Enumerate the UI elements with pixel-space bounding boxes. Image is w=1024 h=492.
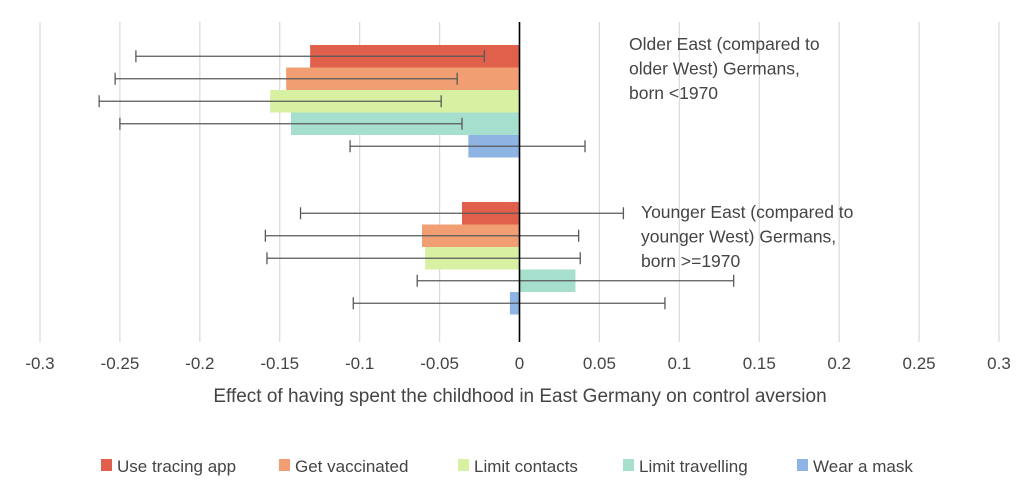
error-bar-younger-get-vaccinated: [264, 229, 580, 242]
legend: Use tracing app Get vaccinated Limit conta…: [101, 457, 913, 476]
annotation-line: Older East (compared to: [629, 34, 820, 54]
legend-item-wear-a-mask: Wear a mask: [797, 457, 913, 476]
legend-item-get-vaccinated: Get vaccinated: [279, 457, 408, 476]
annotation-line: born <1970: [629, 83, 718, 103]
annotation-line: older West) Germans,: [629, 59, 800, 79]
x-tick-labels: -0.3 -0.25 -0.2 -0.15 -0.1 -0.05 0 0.05 0.1 0.15 0…: [25, 354, 1010, 373]
error-bar-younger-wear-a-mask: [352, 297, 666, 310]
x-tick-label: -0.25: [101, 354, 140, 373]
x-tick-label: -0.1: [345, 354, 374, 373]
legend-swatch: [458, 459, 469, 471]
x-tick-label: 0.3: [987, 354, 1011, 373]
annotation-line: Younger East (compared to: [641, 202, 853, 222]
error-bar-older-wear-a-mask: [349, 140, 586, 153]
error-bar-younger-limit-contacts: [266, 252, 581, 265]
legend-item-use-tracing-app: Use tracing app: [101, 457, 236, 476]
error-bars: [98, 50, 735, 310]
x-tick-label: 0.2: [827, 354, 851, 373]
legend-swatch: [623, 459, 634, 471]
x-tick-label: -0.05: [420, 354, 459, 373]
legend-label: Wear a mask: [813, 457, 913, 476]
error-bar-younger-limit-travelling: [416, 274, 735, 287]
x-tick-label: 0.05: [583, 354, 616, 373]
legend-label: Use tracing app: [117, 457, 236, 476]
younger-group-annotation: Younger East (compared to younger West) G…: [641, 202, 853, 271]
x-axis-label: Effect of having spent the childhood in …: [213, 386, 826, 407]
error-bar-older-use-tracing-app: [135, 50, 485, 63]
error-bar-older-limit-travelling: [119, 117, 463, 130]
group-annotations: Older East (compared to older West) Germa…: [629, 34, 853, 271]
x-tick-label: 0.15: [743, 354, 776, 373]
bars: [270, 45, 576, 315]
legend-item-limit-contacts: Limit contacts: [458, 457, 578, 476]
older-group-annotation: Older East (compared to older West) Germa…: [629, 34, 820, 103]
legend-item-limit-travelling: Limit travelling: [623, 457, 748, 476]
annotation-line: younger West) Germans,: [641, 227, 836, 247]
legend-label: Get vaccinated: [295, 457, 408, 476]
legend-swatch: [797, 459, 808, 471]
x-tick-label: 0: [515, 354, 524, 373]
error-bar-older-get-vaccinated: [114, 72, 458, 85]
legend-swatch: [279, 459, 290, 471]
annotation-line: born >=1970: [641, 251, 741, 271]
legend-swatch: [101, 459, 112, 471]
x-tick-label: 0.25: [903, 354, 936, 373]
x-tick-label: -0.2: [185, 354, 214, 373]
error-bar-older-limit-contacts: [98, 95, 442, 108]
legend-label: Limit contacts: [474, 457, 578, 476]
x-tick-label: -0.3: [25, 354, 54, 373]
x-tick-label: 0.1: [668, 354, 692, 373]
error-bar-younger-use-tracing-app: [299, 207, 625, 220]
legend-label: Limit travelling: [639, 457, 748, 476]
x-tick-label: -0.15: [260, 354, 299, 373]
